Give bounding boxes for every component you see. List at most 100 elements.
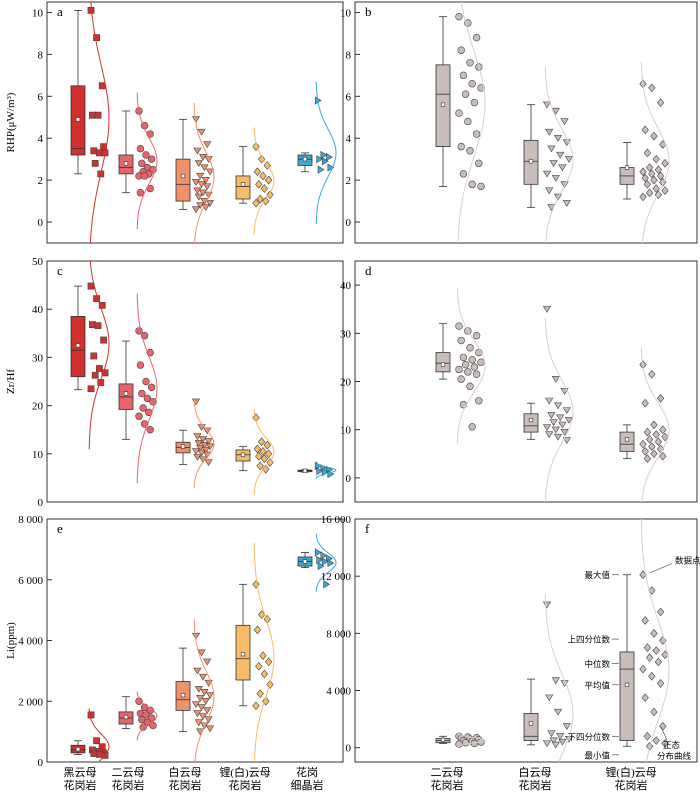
x-category-label: 花岗 [296,766,318,779]
data-point [461,90,470,98]
data-point [204,438,213,445]
data-point [264,657,273,667]
data-point [643,731,652,741]
data-point [191,206,201,214]
data-point [193,667,202,675]
data-point [205,725,215,733]
data-point [143,394,152,403]
panel-label: a [57,4,63,19]
data-point [652,184,660,193]
data-point [455,12,463,21]
normal-curve [315,81,337,225]
normal-curve [315,461,337,480]
data-point [459,353,468,362]
data-point [641,173,649,183]
x-category-label: 花岗岩 [431,778,464,792]
data-point [90,352,98,360]
data-point [138,389,146,398]
data-point [466,382,474,391]
y-tick-label: 10 [32,449,44,461]
data-point [477,182,485,191]
data-point [197,449,206,457]
data-point [316,467,324,476]
y-tick-label: 4 000 [326,686,351,698]
y-tick-label: 0 [346,743,352,755]
data-point [205,443,215,451]
box-iqr [175,158,191,202]
data-point [90,750,98,757]
box-iqr [523,713,539,741]
data-point [648,586,656,595]
mean-marker [302,157,308,162]
data-point [135,412,143,420]
data-point [253,167,262,177]
data-point [89,111,96,119]
data-point [193,187,202,195]
normal-curve [640,62,670,244]
series-0 [70,260,110,450]
data-point [545,694,554,702]
normal-curve [136,293,158,484]
data-point [316,155,324,164]
annotation-arrow [649,563,673,574]
mean-marker [528,721,534,726]
data-point [477,84,485,92]
data-point [553,708,563,716]
data-point [551,426,560,434]
data-point [93,737,100,745]
data-point [136,361,145,369]
data-point [317,561,325,571]
data-point [455,322,463,330]
annotation-label: 数据点 [675,556,700,566]
panel-label: b [365,4,372,19]
data-point [260,184,269,193]
series-3 [235,409,275,495]
data-point [194,193,203,201]
data-point [656,607,665,617]
series-2 [619,62,670,244]
data-point [257,437,266,447]
y-tick-label: 0 [346,217,352,229]
mean-marker [440,362,446,367]
data-point [260,454,269,463]
normal-curve [193,619,215,763]
panel-frame [354,1,698,244]
mean-marker [75,747,81,752]
data-point [547,145,556,153]
panel-frame [354,518,698,763]
data-point [196,172,205,180]
series-0 [435,288,486,445]
data-point [94,111,102,119]
data-point [659,177,667,187]
data-point [464,368,472,376]
mean-marker [123,391,129,396]
data-point [659,425,667,435]
data-point [256,461,264,471]
data-point [98,82,106,90]
normal-curve [89,1,110,244]
data-point [645,163,654,172]
panel-c: c 0 10 20 30 40 50 Zr/Hf [5,256,344,509]
data-point [197,649,206,657]
data-point [641,616,649,625]
data-point [547,412,556,419]
mean-marker [624,682,630,687]
data-point [475,159,483,168]
y-tick-label: 2 [38,175,44,187]
data-point [193,454,202,461]
normal-curve [193,400,215,488]
data-point [194,440,203,447]
series-0 [70,708,110,763]
data-point [257,154,266,164]
normal-curve [315,533,337,592]
data-point [643,148,652,158]
mean-marker [180,693,186,698]
series-2 [619,347,670,503]
series-0 [70,1,110,244]
series-1 [118,92,158,230]
data-point [146,706,154,715]
y-tick-label: 8 000 [18,514,43,526]
data-point [196,444,205,452]
data-point [197,181,206,189]
annotation-label: 正态 [663,740,681,750]
